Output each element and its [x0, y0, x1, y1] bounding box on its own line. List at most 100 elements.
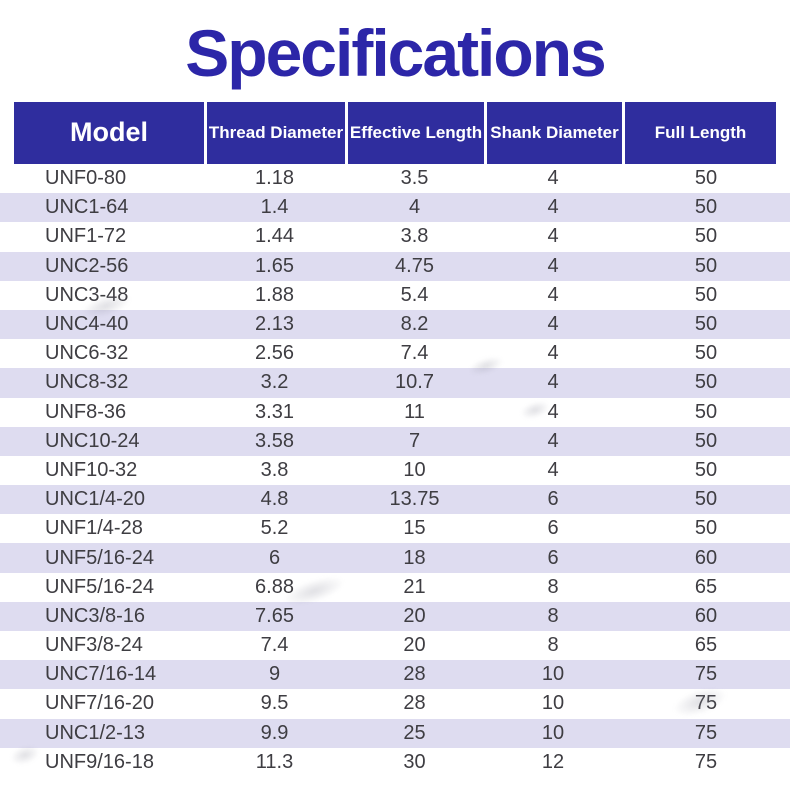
model-cell: UNC6-32 [45, 342, 129, 365]
effective-length-cell: 15 [403, 517, 426, 540]
shank-diameter-cell: 10 [541, 721, 565, 744]
full-length-cell: 50 [694, 283, 718, 306]
shank-diameter-cell: 6 [547, 546, 559, 569]
effective-length-cell: 28 [403, 663, 426, 686]
table-row: UNC1/4-20 4.8 13.75 6 50 [0, 485, 790, 515]
effective-length-cell: 5.4 [400, 283, 429, 306]
shank-diameter-cell: 12 [541, 750, 565, 773]
thread-diameter-cell: 9 [268, 663, 281, 686]
table-row: UNF3/8-24 7.4 20 8 65 [0, 631, 790, 661]
thread-diameter-cell: 11.3 [255, 750, 294, 773]
full-length-cell: 50 [694, 313, 718, 336]
full-length-cell: 50 [694, 400, 718, 423]
column-header-effective-length: Effective Length [348, 102, 484, 164]
effective-length-cell: 20 [403, 604, 426, 627]
column-header-model: Model [14, 102, 204, 164]
full-length-cell: 50 [694, 196, 718, 219]
shank-diameter-cell: 4 [547, 254, 559, 277]
shank-diameter-cell: 8 [547, 604, 559, 627]
table-row: UNC3-48 1.88 5.4 4 50 [0, 280, 790, 310]
shank-diameter-cell: 4 [547, 283, 559, 306]
full-length-cell: 50 [694, 371, 718, 394]
thread-diameter-cell: 3.31 [255, 400, 294, 423]
thread-diameter-cell: 1.88 [255, 283, 294, 306]
thread-diameter-cell: 1.4 [260, 196, 289, 219]
model-cell: UNF7/16-20 [45, 692, 154, 715]
thread-diameter-cell: 9.5 [260, 692, 289, 715]
full-length-cell: 50 [694, 517, 718, 540]
table-row: UNC3/8-16 7.65 20 8 60 [0, 601, 790, 631]
effective-length-cell: 3.5 [400, 167, 429, 190]
model-cell: UNC1/2-13 [45, 721, 146, 744]
table-row: UNF10-32 3.8 10 4 50 [0, 455, 790, 486]
full-length-cell: 75 [694, 750, 718, 773]
model-cell: UNC3/8-16 [45, 604, 146, 627]
thread-diameter-cell: 4.8 [260, 488, 289, 511]
effective-length-cell: 20 [403, 634, 426, 657]
thread-diameter-cell: 9.9 [260, 721, 289, 744]
shank-diameter-cell: 4 [547, 429, 559, 452]
column-header-shank-diameter: Shank Diameter [487, 102, 622, 164]
model-cell: UNC1/4-20 [45, 488, 146, 511]
model-cell: UNC8-32 [45, 371, 129, 394]
effective-length-cell: 8.2 [400, 313, 429, 336]
model-cell: UNF9/16-18 [45, 750, 154, 773]
shank-diameter-cell: 4 [547, 196, 559, 219]
effective-length-cell: 30 [403, 750, 426, 773]
column-header-thread-diameter: Thread Diameter [207, 102, 345, 164]
table-row: UNC10-24 3.58 7 4 50 [0, 426, 790, 456]
table-row: UNC8-32 3.2 10.7 4 50 [0, 368, 790, 398]
full-length-cell: 50 [694, 458, 718, 481]
table-row: UNF8-36 3.31 11 4 50 [0, 397, 790, 427]
full-length-cell: 50 [694, 342, 718, 365]
model-cell: UNC2-56 [45, 254, 129, 277]
table-row: UNF5/16-24 6 18 6 60 [0, 543, 790, 573]
effective-length-cell: 21 [403, 575, 426, 598]
full-length-cell: 65 [694, 575, 718, 598]
model-cell: UNF10-32 [45, 458, 138, 481]
full-length-cell: 60 [694, 604, 718, 627]
table-row: UNC1-64 1.4 4 4 50 [0, 193, 790, 223]
effective-length-cell: 10.7 [395, 371, 434, 394]
table-row: UNF1-72 1.44 3.8 4 50 [0, 222, 790, 252]
effective-length-cell: 7.4 [400, 342, 429, 365]
shank-diameter-cell: 4 [547, 167, 559, 190]
table-row: UNC1/2-13 9.9 25 10 75 [0, 718, 790, 748]
thread-diameter-cell: 2.13 [255, 313, 294, 336]
model-cell: UNF3/8-24 [45, 634, 143, 657]
full-length-cell: 75 [694, 721, 718, 744]
table-row: UNF0-80 1.18 3.5 4 50 [0, 164, 790, 194]
table-row: UNF5/16-24 6.88 21 8 65 [0, 572, 790, 602]
shank-diameter-cell: 8 [547, 634, 559, 657]
model-cell: UNF0-80 [45, 167, 127, 190]
table-row: UNC6-32 2.56 7.4 4 50 [0, 339, 790, 369]
model-cell: UNC4-40 [45, 313, 129, 336]
table-row: UNF7/16-20 9.5 28 10 75 [0, 689, 790, 719]
shank-diameter-cell: 8 [547, 575, 559, 598]
thread-diameter-cell: 5.2 [260, 517, 289, 540]
page-title: Specifications [185, 16, 606, 90]
table-row: UNC7/16-14 9 28 10 75 [0, 660, 790, 690]
shank-diameter-cell: 4 [547, 400, 559, 423]
thread-diameter-cell: 3.58 [255, 429, 294, 452]
table-header-row: Model Thread Diameter Effective Length Shan… [14, 102, 776, 164]
thread-diameter-cell: 2.56 [255, 342, 294, 365]
thread-diameter-cell: 6 [268, 546, 281, 569]
thread-diameter-cell: 7.65 [255, 604, 294, 627]
model-cell: UNC10-24 [45, 429, 140, 452]
table-row: UNC2-56 1.65 4.75 4 50 [0, 251, 790, 281]
model-cell: UNF5/16-24 [45, 546, 154, 569]
table-row: UNC4-40 2.13 8.2 4 50 [0, 309, 790, 340]
table-row: UNF1/4-28 5.2 15 6 50 [0, 514, 790, 544]
full-length-cell: 50 [694, 254, 718, 277]
full-length-cell: 50 [694, 167, 718, 190]
effective-length-cell: 18 [403, 546, 426, 569]
model-cell: UNC7/16-14 [45, 663, 157, 686]
effective-length-cell: 25 [403, 721, 426, 744]
model-cell: UNF1/4-28 [45, 517, 143, 540]
shank-diameter-cell: 4 [547, 371, 559, 394]
effective-length-cell: 13.75 [389, 488, 440, 511]
thread-diameter-cell: 1.18 [255, 167, 294, 190]
shank-diameter-cell: 4 [547, 342, 559, 365]
